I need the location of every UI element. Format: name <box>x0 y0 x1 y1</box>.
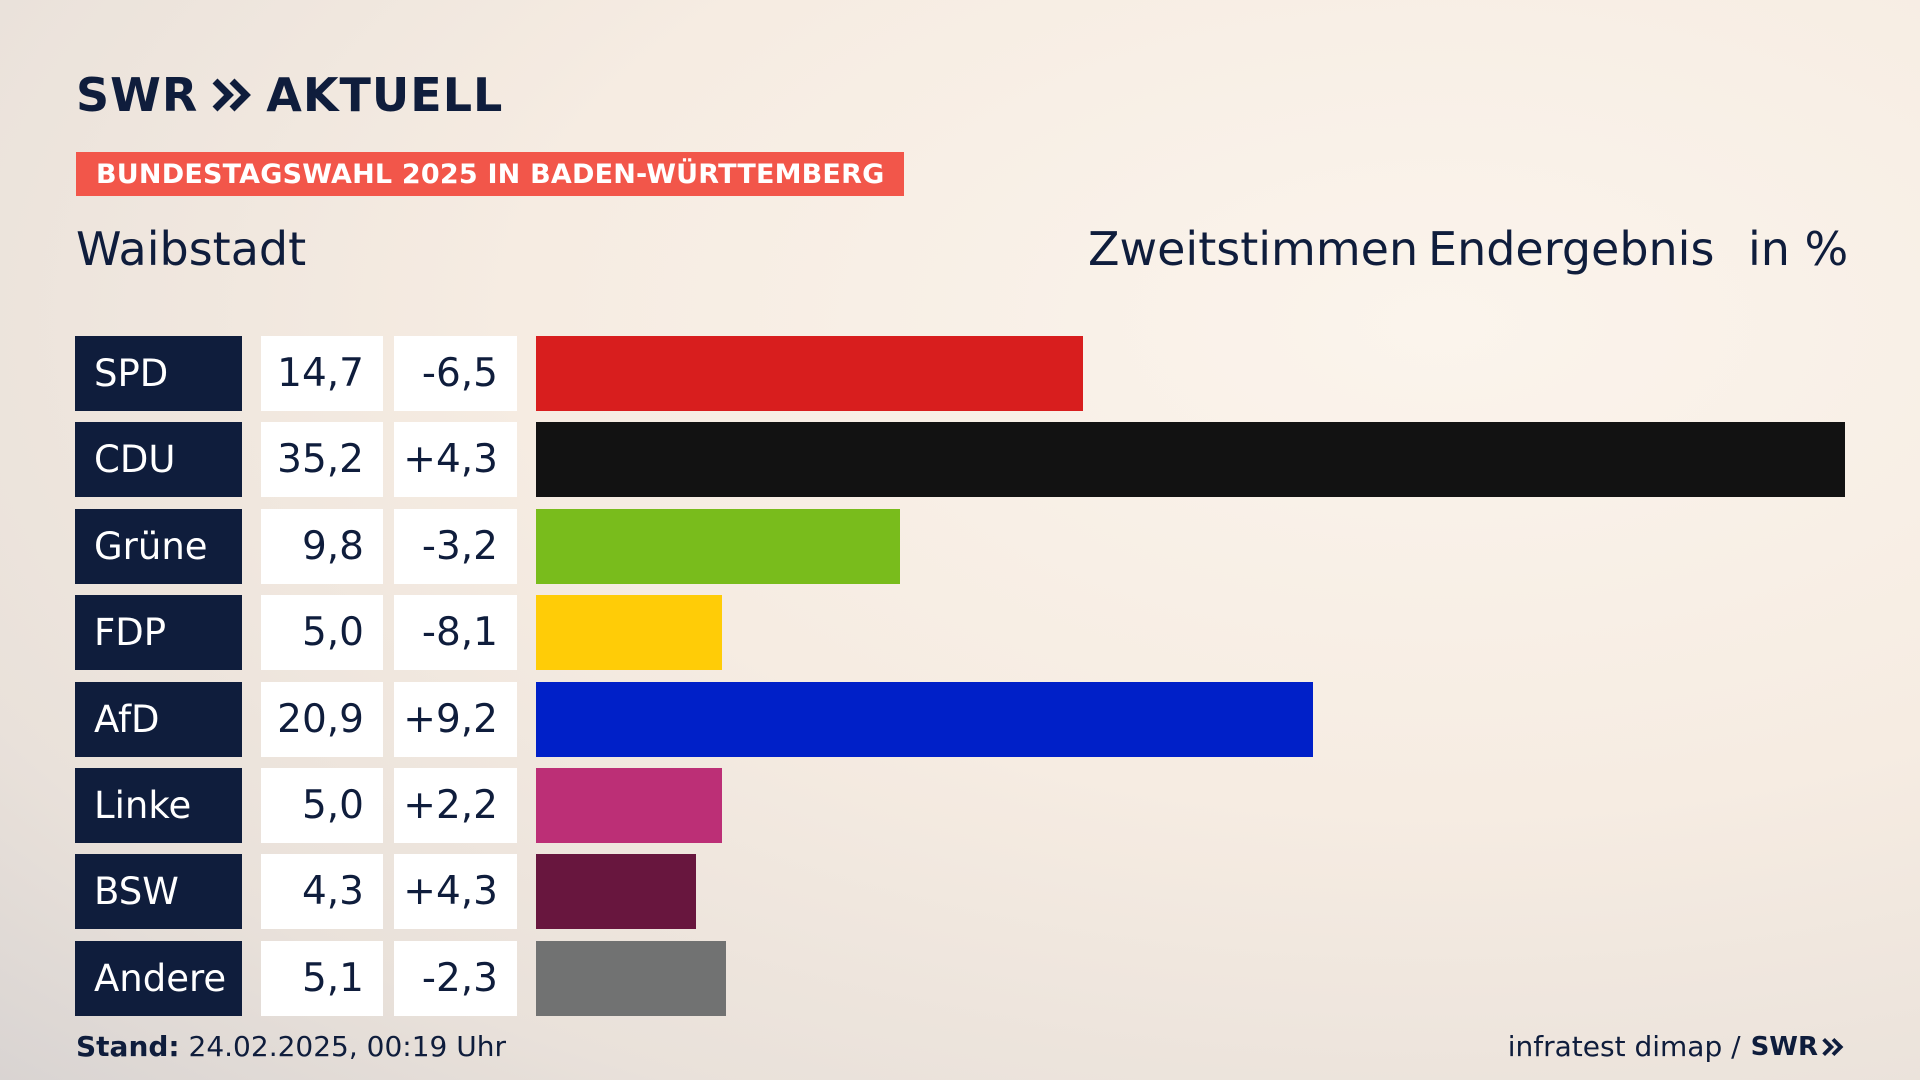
party-label: AfD <box>75 681 242 757</box>
party-label: Andere <box>75 940 242 1016</box>
swr-mini-logo-text: SWR <box>1750 1031 1818 1062</box>
double-chevron-right-icon <box>212 78 252 112</box>
bar <box>536 422 1845 498</box>
timestamp: Stand: 24.02.2025, 00:19 Uhr <box>76 1030 506 1063</box>
stand-label: Stand: <box>76 1030 180 1063</box>
diff-label: +2,2 <box>394 768 517 843</box>
party-label: SPD <box>75 336 242 411</box>
election-banner: BUNDESTAGSWAHL 2025 IN BADEN-WÜRTTEMBERG <box>76 152 905 196</box>
party-label: FDP <box>75 595 242 671</box>
bar <box>536 336 1083 411</box>
logo-aktuell-text: AKTUELL <box>266 68 504 122</box>
party-label: BSW <box>75 854 242 930</box>
value-label: 14,7 <box>261 336 383 411</box>
diff-label: -8,1 <box>394 595 517 671</box>
chart-row: AfD 20,9 +9,2 <box>0 681 1920 757</box>
swr-mini-logo: SWR <box>1751 1032 1844 1062</box>
value-label: 5,0 <box>261 595 383 671</box>
bar <box>536 854 696 930</box>
diff-label: -3,2 <box>394 508 517 584</box>
unit-label: in % <box>1748 222 1849 276</box>
bar <box>536 768 722 843</box>
result-status-label: Endergebnis <box>1428 222 1715 276</box>
value-label: 20,9 <box>261 681 383 757</box>
diff-label: -2,3 <box>394 940 517 1016</box>
chart-row: SPD 14,7 -6,5 <box>0 336 1920 411</box>
swr-aktuell-logo: SWR AKTUELL <box>76 68 503 122</box>
party-label: Grüne <box>75 508 242 584</box>
bar <box>536 595 722 671</box>
chart-row: Grüne 9,8 -3,2 <box>0 508 1920 584</box>
value-label: 4,3 <box>261 854 383 930</box>
vote-type-label: Zweitstimmen <box>1088 222 1419 276</box>
bar <box>536 940 726 1016</box>
value-label: 5,1 <box>261 940 383 1016</box>
party-label: Linke <box>75 768 242 843</box>
diff-label: +9,2 <box>394 681 517 757</box>
source-text: infratest dimap / <box>1507 1030 1741 1063</box>
chart-row: Andere 5,1 -2,3 <box>0 940 1920 1016</box>
location-title: Waibstadt <box>76 222 307 276</box>
party-label: CDU <box>75 422 242 498</box>
double-chevron-right-icon <box>1822 1037 1844 1056</box>
stand-value: 24.02.2025, 00:19 Uhr <box>188 1030 506 1063</box>
diff-label: -6,5 <box>394 336 517 411</box>
logo-swr-text: SWR <box>76 68 199 122</box>
chart-row: FDP 5,0 -8,1 <box>0 595 1920 671</box>
bar <box>536 681 1314 757</box>
diff-label: +4,3 <box>394 422 517 498</box>
value-label: 35,2 <box>261 422 383 498</box>
value-label: 5,0 <box>261 768 383 843</box>
chart-row: BSW 4,3 +4,3 <box>0 854 1920 930</box>
chart-row: Linke 5,0 +2,2 <box>0 768 1920 843</box>
chart-header: Zweitstimmen Endergebnis in % <box>1088 222 1849 276</box>
bar <box>536 508 901 584</box>
source-credit: infratest dimap / SWR <box>1508 1030 1844 1063</box>
value-label: 9,8 <box>261 508 383 584</box>
diff-label: +4,3 <box>394 854 517 930</box>
chart-row: CDU 35,2 +4,3 <box>0 422 1920 498</box>
